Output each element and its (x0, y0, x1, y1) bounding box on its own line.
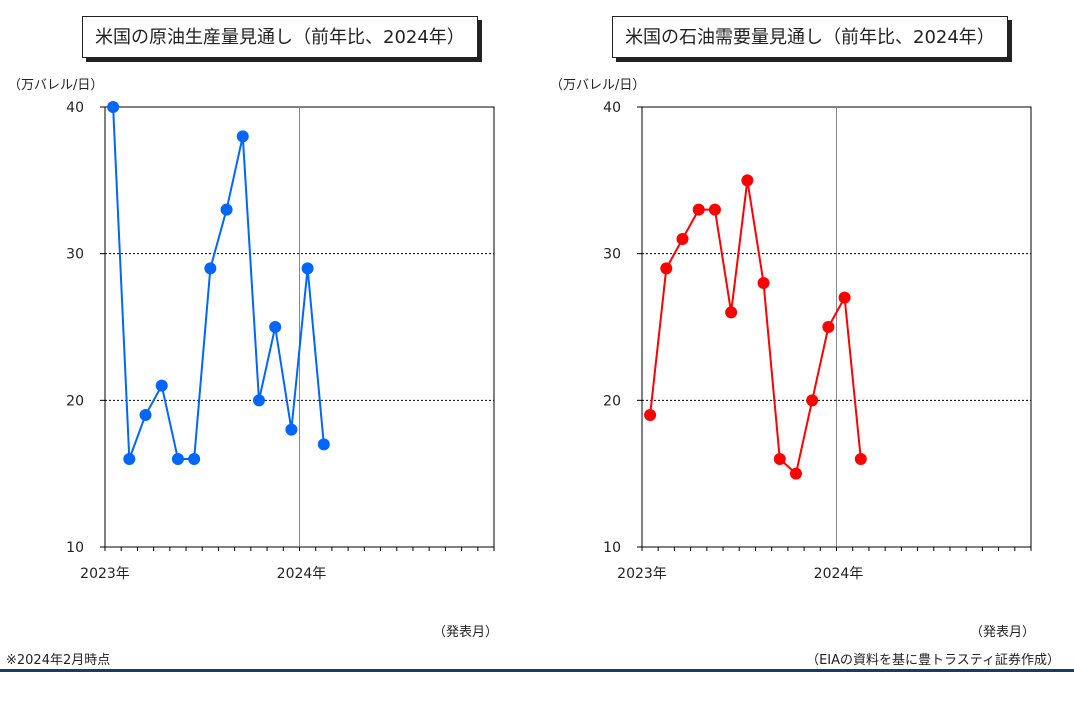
x-tick-label: 2023年 (617, 566, 667, 582)
x-caption-production: （発表月） (433, 625, 499, 640)
data-point (854, 453, 867, 465)
data-point (139, 409, 152, 421)
data-point (317, 438, 330, 451)
y-tick-label: 20 (603, 393, 621, 409)
chart-title-demand: 米国の石油需要量見通し（前年比、2024年） (612, 16, 1008, 58)
data-point (155, 379, 168, 392)
data-point (269, 321, 282, 333)
data-point (838, 291, 851, 304)
data-point (676, 233, 689, 245)
bottom-rule (0, 669, 1074, 672)
data-point (285, 423, 298, 436)
data-point (822, 321, 835, 333)
data-point (757, 277, 770, 289)
data-point (204, 262, 217, 275)
chart-title-production: 米国の原油生産量見通し（前年比、2024年） (82, 16, 478, 58)
y-tick-label: 10 (603, 540, 621, 556)
data-point (660, 262, 673, 275)
data-point (123, 453, 136, 465)
data-point (188, 453, 201, 465)
x-caption-demand: （発表月） (970, 625, 1036, 640)
data-point (741, 174, 754, 187)
data-point (171, 453, 184, 465)
data-point (220, 203, 233, 216)
demand-chart: 10 20 30 40 2023年 2024年 (603, 100, 1032, 582)
x-tick-label: 2024年 (277, 566, 327, 582)
x-tick-label: 2023年 (80, 566, 130, 582)
footnote: ※2024年2月時点 (6, 653, 111, 668)
y-tick-label: 30 (66, 247, 84, 263)
unit-label-production: （万バレル/日） (8, 78, 104, 93)
source-note: （EIAの資料を基に豊トラスティ証券作成） (806, 653, 1060, 668)
data-point (692, 203, 705, 216)
data-point (644, 409, 657, 421)
data-point (725, 306, 738, 319)
data-point (806, 394, 819, 407)
y-tick-label: 10 (66, 540, 84, 556)
y-tick-label: 30 (603, 247, 621, 263)
x-tick-label: 2024年 (814, 566, 864, 582)
data-point (252, 394, 265, 407)
data-point (107, 101, 120, 113)
data-point (708, 203, 721, 216)
data-point (236, 130, 249, 143)
y-tick-label: 40 (603, 100, 621, 116)
production-chart: 10 20 30 40 2023年 2024年 (66, 100, 495, 582)
y-tick-label: 20 (66, 393, 84, 409)
y-tick-label: 40 (66, 100, 84, 116)
unit-label-demand: （万バレル/日） (550, 78, 646, 93)
data-point (301, 262, 314, 275)
data-point (773, 453, 786, 465)
data-point (789, 467, 802, 480)
